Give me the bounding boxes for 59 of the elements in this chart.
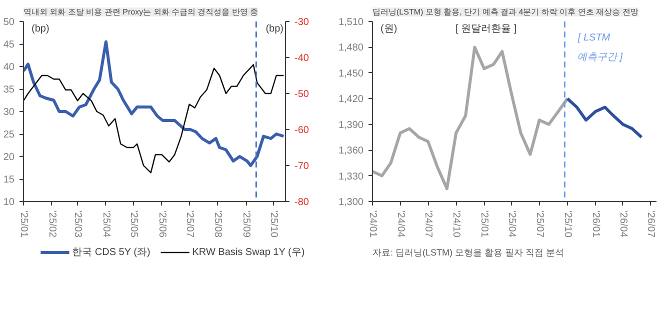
chart-title: 역내외 외화 조달 비용 관련 Proxy는 외화 수급의 경직성을 반영 중 [24, 8, 258, 16]
y-tick-label: 1,330 [338, 171, 364, 182]
x-tick-label: '25/01 [478, 210, 490, 238]
x-tick-label: '24/10 [450, 210, 462, 238]
y-tick-label: 1,300 [338, 197, 364, 208]
y-tick-label: 25 [3, 130, 15, 140]
x-tick-label: '25/03 [72, 210, 84, 238]
x-tick-label: '25/04 [100, 210, 112, 238]
y-tick-label: 35 [3, 84, 15, 96]
x-tick-label: '25/04 [506, 210, 518, 238]
y-tick-label: 40 [3, 62, 15, 73]
x-tick-label: '25/01 [18, 210, 29, 238]
y-tick-label: 1,360 [338, 146, 364, 157]
y2-tick-label: -50 [294, 89, 310, 100]
y2-tick-label: -60 [294, 125, 310, 136]
x-tick-label: '24/01 [367, 210, 378, 238]
x-tick-label: '24/04 [394, 210, 406, 238]
y-tick-label: 1,390 [338, 120, 364, 131]
x-tick-label: '25/07 [534, 210, 545, 238]
y2-tick-label: -70 [294, 161, 310, 172]
x-tick-label: '24/07 [422, 210, 434, 238]
y2-tick-label: -80 [294, 197, 310, 208]
y-tick-label: 1,480 [338, 42, 364, 54]
x-tick-label: '25/10 [268, 210, 280, 238]
annotation: [ 원달러환율 ] [456, 23, 517, 34]
line-series [566, 97, 644, 139]
y-tick-label: 1,510 [338, 17, 364, 28]
line-series [372, 46, 569, 190]
x-tick-label: '25/10 [562, 210, 573, 238]
line-series [24, 64, 284, 174]
text: 자료: 딥러닝(LSTM) 모형을 활용 필자 직접 분석 [372, 248, 564, 258]
y-tick-label: 30 [3, 107, 15, 118]
x-tick-label: '25/05 [128, 210, 139, 238]
y-tick-label: 45 [3, 40, 15, 50]
y-tick-label: 15 [3, 174, 15, 186]
x-tick-label: '26/07 [645, 210, 656, 238]
chart-title: 딥러닝(LSTM) 모형 활용, 단기 예측 결과 4분기 하락 이후 연초 재상승 전망 [372, 8, 638, 16]
x-tick-label: '25/09 [240, 210, 252, 238]
y2-axis-title: (bp) [266, 24, 284, 34]
y-axis-title: (bp) [32, 24, 50, 34]
line-series [24, 40, 286, 167]
y-tick-label: 10 [3, 197, 15, 208]
x-tick-label: '25/08 [212, 210, 224, 238]
x-tick-label: '25/02 [46, 210, 58, 238]
y-tick-label: 50 [3, 17, 15, 28]
y-tick-label: 20 [3, 152, 15, 163]
annotation: 예측구간 ] [576, 52, 623, 64]
y-tick-label: 1,420 [338, 94, 364, 106]
y2-tick-label: -30 [294, 17, 310, 28]
x-tick-label: '26/01 [590, 210, 601, 238]
y2-tick-label: -40 [294, 53, 310, 64]
y-tick-label: 1,450 [338, 68, 364, 80]
annotation: [ LSTM [576, 32, 611, 44]
x-tick-label: '25/06 [156, 210, 168, 238]
legend-label: 한국 CDS 5Y (좌) [72, 247, 150, 258]
x-tick-label: '25/07 [184, 210, 195, 238]
y-axis-title: (원) [380, 24, 398, 34]
legend-label: KRW Basis Swap 1Y (우) [192, 247, 305, 258]
x-tick-label: '26/04 [617, 210, 628, 238]
